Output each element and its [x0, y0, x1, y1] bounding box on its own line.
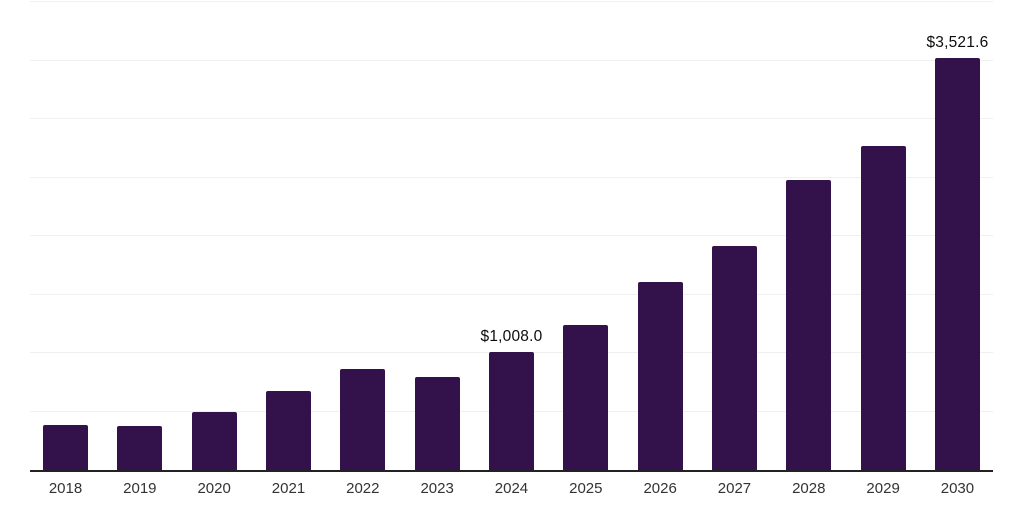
bar-slot-2029: [860, 2, 906, 470]
x-axis-label-2019: 2019: [123, 480, 157, 497]
bar-slot-2023: [414, 2, 460, 470]
x-axis-label-2028: 2028: [792, 480, 826, 497]
x-axis-label-2026: 2026: [643, 480, 677, 497]
bar-2020[interactable]: [191, 411, 237, 470]
bar-slot-2026: [637, 2, 683, 470]
bar-2025[interactable]: [563, 325, 609, 470]
bar-2030[interactable]: [934, 57, 980, 470]
x-axis-label-2022: 2022: [346, 480, 380, 497]
x-axis: 2018 2019 2020 2021 2022 2023 2024 2025 2026 2027…: [43, 480, 980, 497]
bar-2027[interactable]: [711, 245, 757, 470]
bar-value-label-2030: $3,521.6: [926, 33, 989, 51]
bar-2021[interactable]: [265, 390, 311, 470]
x-axis-label-2023: 2023: [420, 480, 454, 497]
x-axis-label-2018: 2018: [48, 480, 83, 497]
bar-2028[interactable]: [786, 179, 832, 470]
bar-2026[interactable]: [637, 281, 683, 470]
x-axis-label-2020: 2020: [197, 480, 231, 497]
bar-slot-2027: [711, 2, 757, 470]
bar-2023[interactable]: [414, 376, 460, 470]
bar-slot-2024: $1,008.0: [481, 2, 542, 470]
x-axis-label-2024: 2024: [494, 480, 529, 497]
bar-series: $1,008.0 $3,521.6: [43, 2, 988, 470]
bar-2019[interactable]: [117, 426, 163, 470]
bar-slot-2020: [191, 2, 237, 470]
x-axis-label-2021: 2021: [271, 480, 306, 497]
bar-slot-2021: [265, 2, 311, 470]
bar-2029[interactable]: [860, 145, 906, 470]
bar-2022[interactable]: [340, 369, 386, 470]
x-axis-label-2030: 2030: [940, 480, 975, 497]
bar-slot-2022: [340, 2, 386, 470]
bar-slot-2019: [117, 2, 163, 470]
x-axis-label-2025: 2025: [569, 480, 603, 497]
bar-value-label-2024: $1,008.0: [480, 328, 543, 346]
bar-slot-2025: [563, 2, 609, 470]
x-axis-label-2027: 2027: [717, 480, 752, 497]
plot-area: $1,008.0 $3,521.6: [30, 1, 993, 472]
bar-2024[interactable]: [488, 352, 534, 470]
bar-slot-2030: $3,521.6: [926, 2, 988, 470]
bar-2018[interactable]: [43, 424, 88, 470]
bar-slot-2018: [43, 2, 88, 470]
x-axis-label-2029: 2029: [866, 480, 900, 497]
bar-slot-2028: [786, 2, 832, 470]
